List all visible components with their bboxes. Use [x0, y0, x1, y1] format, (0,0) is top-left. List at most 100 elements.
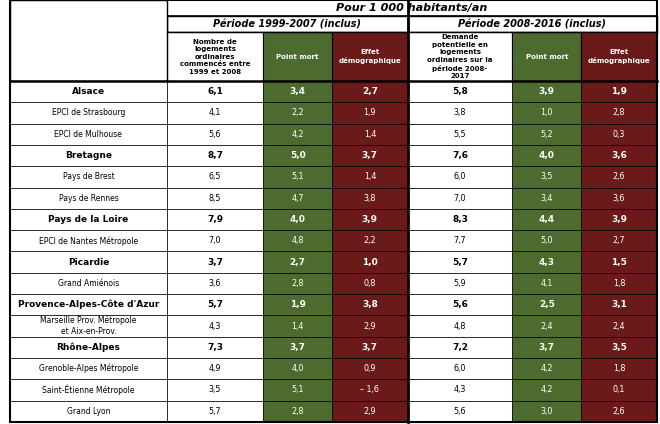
Bar: [332, 401, 408, 422]
Text: 3,4: 3,4: [541, 194, 553, 203]
Bar: [512, 230, 581, 251]
Bar: [263, 166, 332, 187]
Bar: [167, 401, 263, 422]
Bar: [408, 315, 512, 337]
Text: EPCI de Mulhouse: EPCI de Mulhouse: [55, 130, 122, 139]
Text: 3,6: 3,6: [611, 151, 627, 160]
Bar: [10, 102, 167, 124]
Bar: [512, 209, 581, 230]
Bar: [263, 81, 332, 102]
Text: 7,6: 7,6: [452, 151, 468, 160]
Bar: [10, 0, 167, 81]
Bar: [167, 251, 263, 273]
Text: 7,9: 7,9: [207, 215, 223, 224]
Text: 0,9: 0,9: [364, 364, 376, 373]
Text: 1,8: 1,8: [612, 364, 625, 373]
Bar: [263, 273, 332, 294]
Text: 5,7: 5,7: [207, 300, 223, 309]
Bar: [263, 145, 332, 166]
Bar: [408, 358, 512, 379]
Text: 4,2: 4,2: [541, 364, 553, 373]
Text: Grenoble-Alpes Métropole: Grenoble-Alpes Métropole: [39, 364, 138, 374]
Text: 2,9: 2,9: [364, 407, 376, 416]
Bar: [581, 230, 657, 251]
Bar: [10, 187, 167, 209]
Text: 0,1: 0,1: [612, 385, 625, 394]
Bar: [512, 401, 581, 422]
Bar: [408, 401, 512, 422]
Bar: [332, 379, 408, 401]
Text: 3,7: 3,7: [207, 258, 223, 267]
Text: 8,5: 8,5: [209, 194, 221, 203]
Bar: [167, 379, 263, 401]
Text: 2,8: 2,8: [612, 109, 625, 117]
Bar: [167, 273, 263, 294]
Bar: [512, 32, 581, 81]
Text: 1,0: 1,0: [362, 258, 378, 267]
Text: 4,9: 4,9: [209, 364, 221, 373]
Text: Point mort: Point mort: [277, 53, 319, 60]
Bar: [167, 337, 263, 358]
Bar: [10, 145, 167, 166]
Text: 8,3: 8,3: [452, 215, 468, 224]
Bar: [167, 358, 263, 379]
Bar: [332, 145, 408, 166]
Bar: [263, 124, 332, 145]
Text: 1,9: 1,9: [290, 300, 306, 309]
Text: 6,0: 6,0: [454, 364, 466, 373]
Bar: [332, 209, 408, 230]
Text: 1,0: 1,0: [541, 109, 553, 117]
Bar: [167, 294, 263, 315]
Text: 2,9: 2,9: [364, 321, 376, 330]
Bar: [512, 294, 581, 315]
Text: 5,7: 5,7: [209, 407, 221, 416]
Text: 2,2: 2,2: [364, 236, 376, 245]
Bar: [167, 16, 408, 32]
Bar: [581, 187, 657, 209]
Text: 4,0: 4,0: [292, 364, 304, 373]
Text: 4,7: 4,7: [292, 194, 304, 203]
Text: Provence-Alpes-Côte d'Azur: Provence-Alpes-Côte d'Azur: [18, 300, 159, 310]
Bar: [10, 358, 167, 379]
Text: 5,6: 5,6: [209, 130, 221, 139]
Bar: [332, 230, 408, 251]
Text: 5,7: 5,7: [452, 258, 468, 267]
Bar: [408, 230, 512, 251]
Bar: [408, 124, 512, 145]
Text: 4,3: 4,3: [209, 321, 221, 330]
Text: 5,0: 5,0: [290, 151, 306, 160]
Text: 3,7: 3,7: [362, 151, 378, 160]
Text: 3,8: 3,8: [364, 194, 376, 203]
Text: 4,0: 4,0: [539, 151, 554, 160]
Text: 8,7: 8,7: [207, 151, 223, 160]
Bar: [581, 102, 657, 124]
Text: 5,2: 5,2: [541, 130, 553, 139]
Text: Alsace: Alsace: [72, 87, 105, 96]
Text: Effet
démographique: Effet démographique: [339, 49, 401, 64]
Bar: [10, 124, 167, 145]
Text: 2,4: 2,4: [612, 321, 625, 330]
Text: 7,7: 7,7: [453, 236, 467, 245]
Text: Demande
potentielle en
logements
ordinaires sur la
période 2008-
2017: Demande potentielle en logements ordinai…: [428, 34, 493, 79]
Text: 1,4: 1,4: [364, 173, 376, 181]
Text: 2,5: 2,5: [539, 300, 554, 309]
Text: 3,8: 3,8: [454, 109, 466, 117]
Bar: [263, 337, 332, 358]
Text: Nombre de
logements
ordinaires
commencés entre
1999 et 2008: Nombre de logements ordinaires commencés…: [180, 39, 250, 75]
Bar: [581, 81, 657, 102]
Text: Grand Lyon: Grand Lyon: [67, 407, 110, 416]
Bar: [10, 251, 167, 273]
Bar: [581, 32, 657, 81]
Text: Grand Amiénois: Grand Amiénois: [58, 279, 119, 288]
Bar: [332, 273, 408, 294]
Bar: [581, 209, 657, 230]
Bar: [408, 166, 512, 187]
Bar: [581, 358, 657, 379]
Bar: [408, 145, 512, 166]
Text: Picardie: Picardie: [68, 258, 109, 267]
Bar: [581, 379, 657, 401]
Bar: [512, 145, 581, 166]
Text: 7,2: 7,2: [452, 343, 468, 352]
Bar: [167, 124, 263, 145]
Text: 5,0: 5,0: [541, 236, 553, 245]
